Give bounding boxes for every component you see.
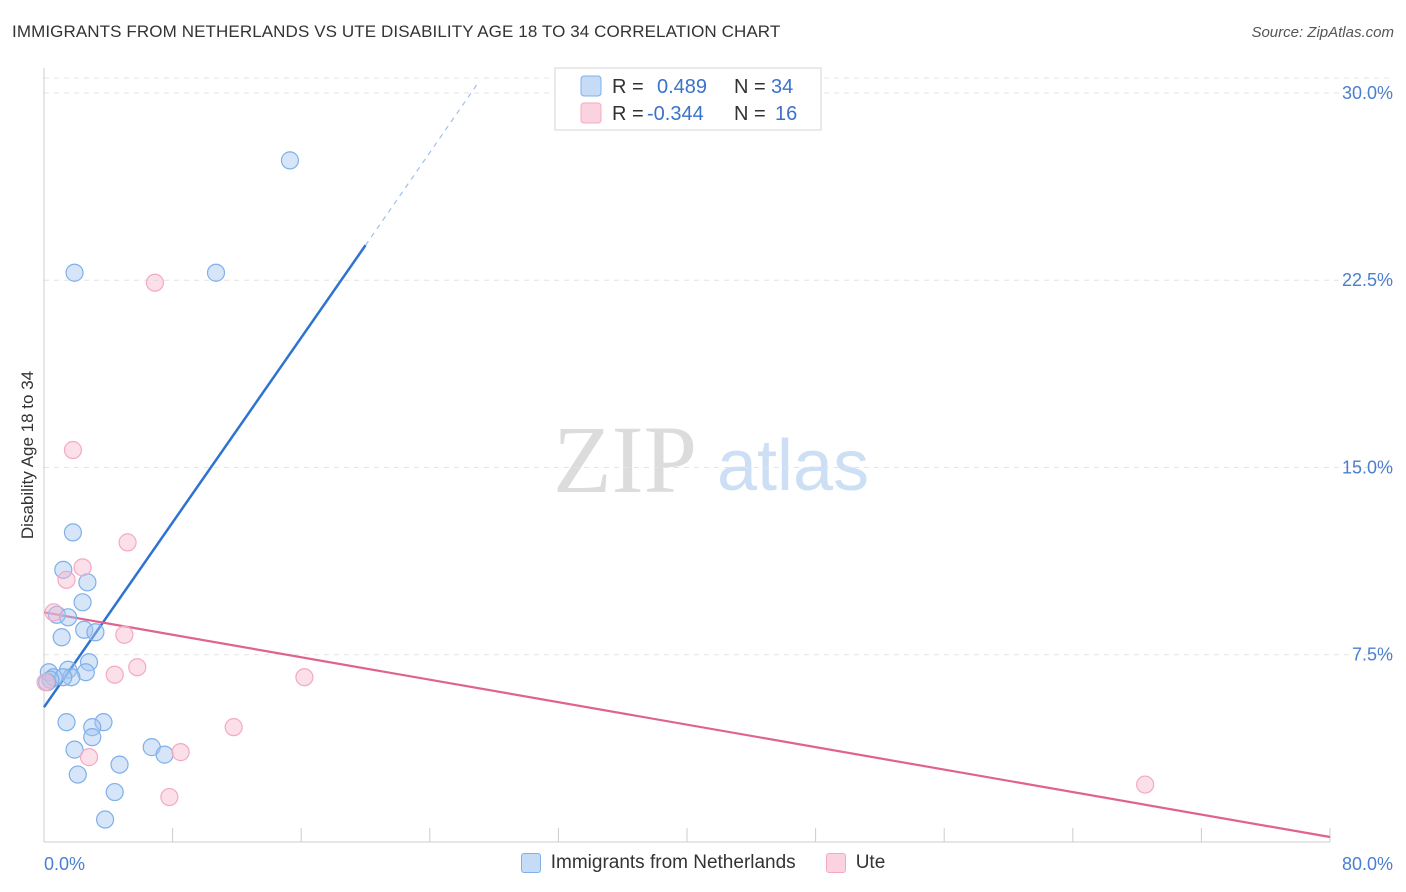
- point-netherlands: [54, 560, 73, 579]
- watermark-atlas: atlas: [717, 426, 869, 506]
- legend-n-label: N =: [734, 76, 766, 98]
- point-ute: [79, 748, 99, 767]
- x-tick-label: 0.0%: [44, 854, 85, 874]
- data-points: [36, 151, 1155, 829]
- legend-label-ute: Ute: [855, 852, 886, 873]
- point-ute: [57, 570, 76, 589]
- point-ute: [36, 673, 55, 692]
- source-label: Source: ZipAtlas.com: [1251, 24, 1394, 41]
- stats-legend: R = 0.489 N = 34 R = -0.344 N = 16: [554, 67, 822, 131]
- watermark: ZIP atlas: [553, 406, 869, 513]
- legend-r-value: -0.344: [647, 103, 704, 125]
- legend-n-value: 16: [775, 103, 797, 125]
- point-ute: [224, 718, 243, 737]
- legend-item-ute: Ute: [825, 852, 886, 874]
- point-netherlands: [155, 745, 174, 764]
- legend-r-value: 0.489: [657, 76, 707, 98]
- point-netherlands: [83, 718, 102, 737]
- legend-swatch-blue: [580, 75, 602, 97]
- point-ute: [1136, 775, 1155, 794]
- watermark-zip: ZIP: [553, 406, 697, 513]
- point-ute: [44, 603, 63, 622]
- y-tick-label: 7.5%: [1352, 645, 1393, 665]
- point-ute: [115, 625, 134, 644]
- x-tick-label: 80.0%: [1342, 854, 1393, 874]
- point-ute: [105, 665, 124, 684]
- trend-lines: [42, 82, 1331, 839]
- point-netherlands: [65, 740, 84, 759]
- axes: [43, 68, 1331, 843]
- point-netherlands: [78, 573, 97, 592]
- point-ute: [145, 273, 165, 292]
- point-netherlands: [105, 782, 124, 802]
- legend-swatch-pink: [580, 102, 602, 124]
- point-ute: [63, 440, 83, 460]
- point-netherlands: [68, 765, 87, 784]
- point-netherlands: [206, 263, 226, 282]
- legend-n-label: N =: [734, 103, 766, 125]
- point-ute: [171, 743, 190, 762]
- legend-swatch-ute: [825, 853, 846, 873]
- point-netherlands: [47, 605, 66, 624]
- point-ute: [128, 658, 147, 677]
- point-netherlands: [110, 755, 129, 774]
- point-netherlands: [63, 523, 83, 542]
- point-ute: [295, 668, 314, 687]
- point-netherlands: [86, 623, 105, 642]
- legend-item-netherlands: Immigrants from Netherlands: [520, 852, 796, 874]
- point-netherlands: [280, 151, 300, 170]
- y-tick-label: 15.0%: [1342, 457, 1393, 477]
- trend-line-netherlands: [42, 244, 367, 708]
- y-tick-label: 30.0%: [1342, 83, 1393, 103]
- trend-line-ute: [43, 611, 1331, 839]
- point-netherlands: [79, 653, 99, 672]
- point-netherlands: [57, 713, 76, 732]
- point-netherlands: [59, 608, 78, 627]
- point-netherlands: [65, 263, 84, 282]
- y-tick-label: 22.5%: [1342, 270, 1393, 290]
- legend-swatch-netherlands: [520, 853, 541, 873]
- point-netherlands: [73, 593, 92, 612]
- point-netherlands: [52, 628, 71, 647]
- legend-r-label: R =: [612, 103, 644, 125]
- point-netherlands: [83, 728, 102, 747]
- legend-n-value: 34: [771, 76, 793, 98]
- point-netherlands: [76, 663, 95, 682]
- series-legend: Immigrants from Netherlands Ute: [0, 852, 1406, 874]
- point-netherlands: [41, 670, 60, 689]
- point-netherlands: [75, 620, 94, 639]
- point-ute: [73, 558, 92, 577]
- point-netherlands: [95, 810, 115, 829]
- point-netherlands: [94, 713, 113, 732]
- legend-r-label: R =: [612, 76, 644, 98]
- point-ute: [118, 533, 137, 552]
- point-ute: [160, 787, 179, 807]
- legend-label-netherlands: Immigrants from Netherlands: [550, 852, 796, 873]
- tick-labels: 7.5% 15.0% 22.5% 30.0% 0.0% 80.0%: [44, 83, 1393, 874]
- grid-lines: [44, 77, 1392, 656]
- chart-title: IMMIGRANTS FROM NETHERLANDS VS UTE DISAB…: [12, 22, 781, 41]
- trend-line-netherlands-extension: [365, 82, 479, 246]
